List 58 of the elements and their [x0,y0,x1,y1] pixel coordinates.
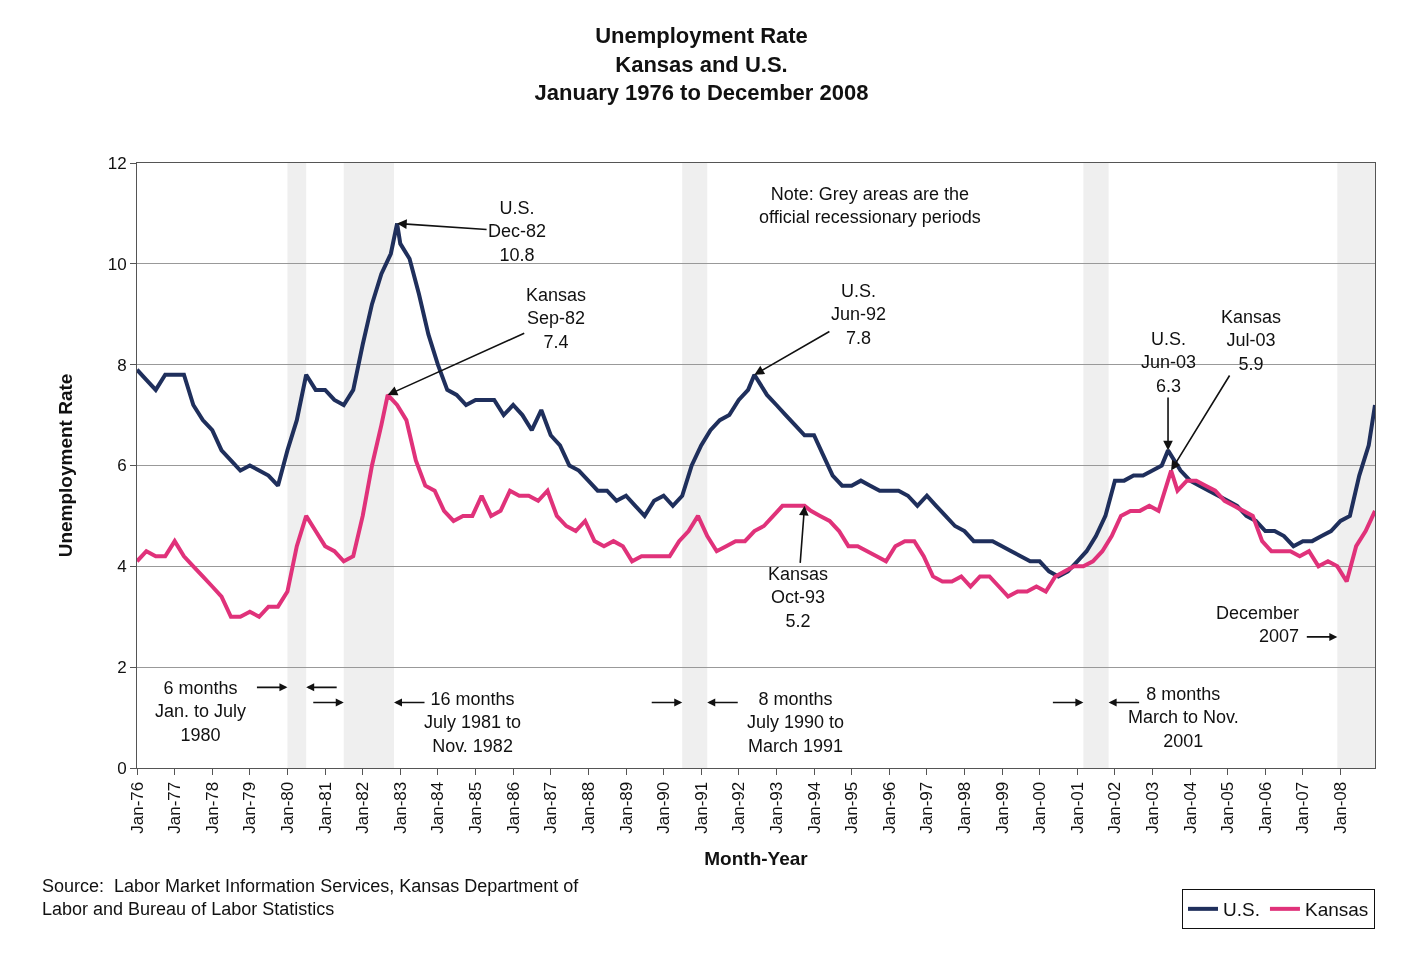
x-tick-label: Jan-95 [842,781,862,834]
y-tick-label: 8 [117,355,127,375]
chart-title: Unemployment Rate Kansas and U.S. January 1976 to December 2008 [534,23,869,106]
x-tick-label: Jan-98 [954,781,974,834]
y-axis-title: Unemployment Rate [54,373,76,558]
legend-label: Kansas [1304,899,1369,921]
band-label: 6 months Jan. to July 1980 [155,678,247,745]
x-tick-label: Jan-80 [277,781,297,834]
annotation: U.S. Jun-03 6.3 [1141,329,1197,396]
x-tick-label: Jan-97 [917,781,937,834]
x-tick-label: Jan-88 [578,781,598,834]
x-tick-label: Jan-05 [1218,781,1238,834]
y-tick-label: 0 [117,758,127,778]
x-tick-label: Jan-94 [804,781,824,834]
x-tick-label: Jan-87 [541,781,561,834]
x-tick-label: Jan-90 [654,781,674,834]
band-label: 8 months July 1990 to March 1991 [747,689,845,756]
x-tick-label: Jan-79 [240,781,260,834]
x-tick-label: Jan-84 [428,781,448,834]
band-label: 8 months March to Nov. 2001 [1128,684,1239,751]
x-tick-label: Jan-92 [729,781,749,834]
legend-label: U.S. [1223,899,1260,921]
y-tick-label: 10 [107,254,127,274]
annotation: Kansas Jul-03 5.9 [1221,307,1282,374]
annotation: U.S. Dec-82 10.8 [488,198,547,265]
x-tick-label: Jan-01 [1067,781,1087,834]
x-tick-label: Jan-00 [1030,781,1050,834]
x-tick-label: Jan-91 [691,781,711,834]
x-axis-title: Month-Year [704,847,809,869]
x-tick-label: Jan-96 [879,781,899,834]
x-tick-label: Jan-77 [165,781,185,834]
band-label: 16 months July 1981 to Nov. 1982 [424,689,522,756]
x-tick-label: Jan-07 [1293,781,1313,834]
annotation: Kansas Sep-82 7.4 [526,285,587,352]
y-tick-label: 2 [117,658,127,678]
x-tick-label: Jan-86 [503,781,523,834]
annotation: Kansas Oct-93 5.2 [768,564,829,631]
x-tick-label: Jan-76 [127,781,147,834]
x-tick-label: Jan-02 [1105,781,1125,834]
x-tick-label: Jan-89 [616,781,636,834]
y-tick-label: 12 [107,153,127,173]
x-tick-label: Jan-82 [353,781,373,834]
x-tick-label: Jan-85 [466,781,486,834]
source-note: Source: Labor Market Information Services, Kansas Department of Labor and Bureau of Labor Statistics [42,876,580,920]
x-tick-label: Jan-99 [992,781,1012,834]
x-tick-label: Jan-03 [1143,781,1163,834]
y-tick-label: 6 [117,456,127,476]
band-label: December 2007 [1216,603,1300,647]
annotation: U.S. Jun-92 7.8 [831,281,887,348]
x-tick-label: Jan-04 [1180,781,1200,834]
x-tick-label: Jan-81 [315,781,335,834]
x-tick-label: Jan-83 [390,781,410,834]
x-tick-label: Jan-08 [1331,781,1351,834]
x-tick-label: Jan-06 [1255,781,1275,834]
x-tick-label: Jan-78 [202,781,222,834]
y-tick-label: 4 [117,557,127,577]
x-tick-label: Jan-93 [766,781,786,834]
annotation: Note: Grey areas are the official recessionary periods [759,184,981,228]
